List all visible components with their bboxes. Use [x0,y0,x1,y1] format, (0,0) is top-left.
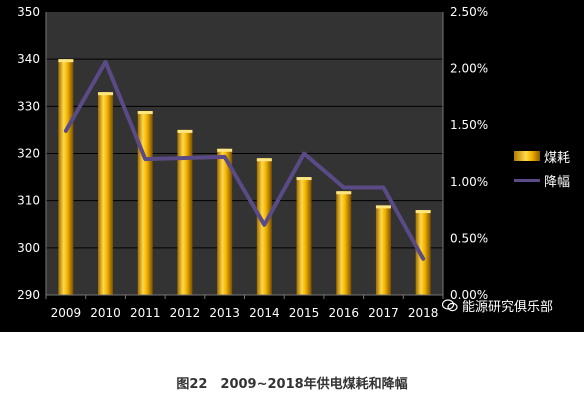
bar [336,191,352,295]
x-tick-label: 2011 [130,306,161,320]
bar-top-highlight [217,148,233,152]
y-right-tick-label: 2.00% [450,62,488,76]
x-tick-label: 2014 [249,306,280,320]
bar-top-highlight [256,158,272,162]
legend-label-line: 降幅 [544,174,571,190]
wechat-icon [442,299,458,312]
figure-caption: 图22 2009~2018年供电煤耗和降幅 [176,377,408,392]
legend-bar-swatch [514,151,540,161]
y-right-tick-label: 2.50% [450,5,488,19]
bar [98,92,114,295]
chart-svg: 290 300 310 320 330 340 350 0.00% 0.50% 1.00% 1.50… [17,5,488,320]
bar-series [58,59,431,295]
bar-top-highlight [177,129,193,133]
bar-top-highlight [98,92,114,96]
chart-panel: 290 300 310 320 330 340 350 0.00% 0.50% 1.00% 1.50… [0,0,584,332]
x-tick-label: 2010 [90,306,121,320]
x-tick-label: 2018 [408,306,439,320]
line-series-path [63,59,426,261]
y-left-tick-label: 300 [17,241,40,255]
bar-top-highlight [336,191,352,195]
x-tick-label: 2013 [209,306,240,320]
watermark: 能源研究俱乐部 [442,296,553,315]
axes: 290 300 310 320 330 340 350 0.00% 0.50% 1.00% 1.50… [17,5,488,320]
bar [137,111,153,295]
x-tick-label: 2009 [51,306,82,320]
y-right-tick-label: 0.50% [450,231,488,245]
bar-top-highlight [375,205,391,209]
bar [375,205,391,295]
legend-label-bar: 煤耗 [544,150,571,166]
bar [177,129,193,295]
legend-line-swatch [514,178,540,182]
bar [217,148,233,295]
bar-top-highlight [296,177,312,181]
bar-top-highlight [58,59,74,63]
x-tick-label: 2015 [289,306,320,320]
y-left-tick-label: 310 [17,194,40,208]
legend-item-line: 降幅 [514,168,570,192]
y-left-tick-label: 320 [17,147,40,161]
y-right-tick-label: 1.00% [450,175,488,189]
y-right-tick-label: 0.00% [450,288,488,302]
y-left-tick-label: 290 [17,288,40,302]
x-tick-label: 2012 [170,306,201,320]
y-left-tick-label: 350 [17,5,40,19]
y-right-tick-label: 1.50% [450,118,488,132]
y-left-tick-label: 330 [17,99,40,113]
bar [415,210,431,295]
x-tick-label: 2017 [368,306,399,320]
bar-top-highlight [137,111,153,115]
x-tick-label: 2016 [328,306,359,320]
legend-item-bar: 煤耗 [514,144,570,168]
watermark-text: 能源研究俱乐部 [462,300,554,315]
line-series [63,59,426,261]
bar [296,177,312,295]
bar-top-highlight [415,210,431,214]
y-left-tick-label: 340 [17,52,40,66]
legend: 煤耗 降幅 [514,144,570,192]
bar [58,59,74,295]
